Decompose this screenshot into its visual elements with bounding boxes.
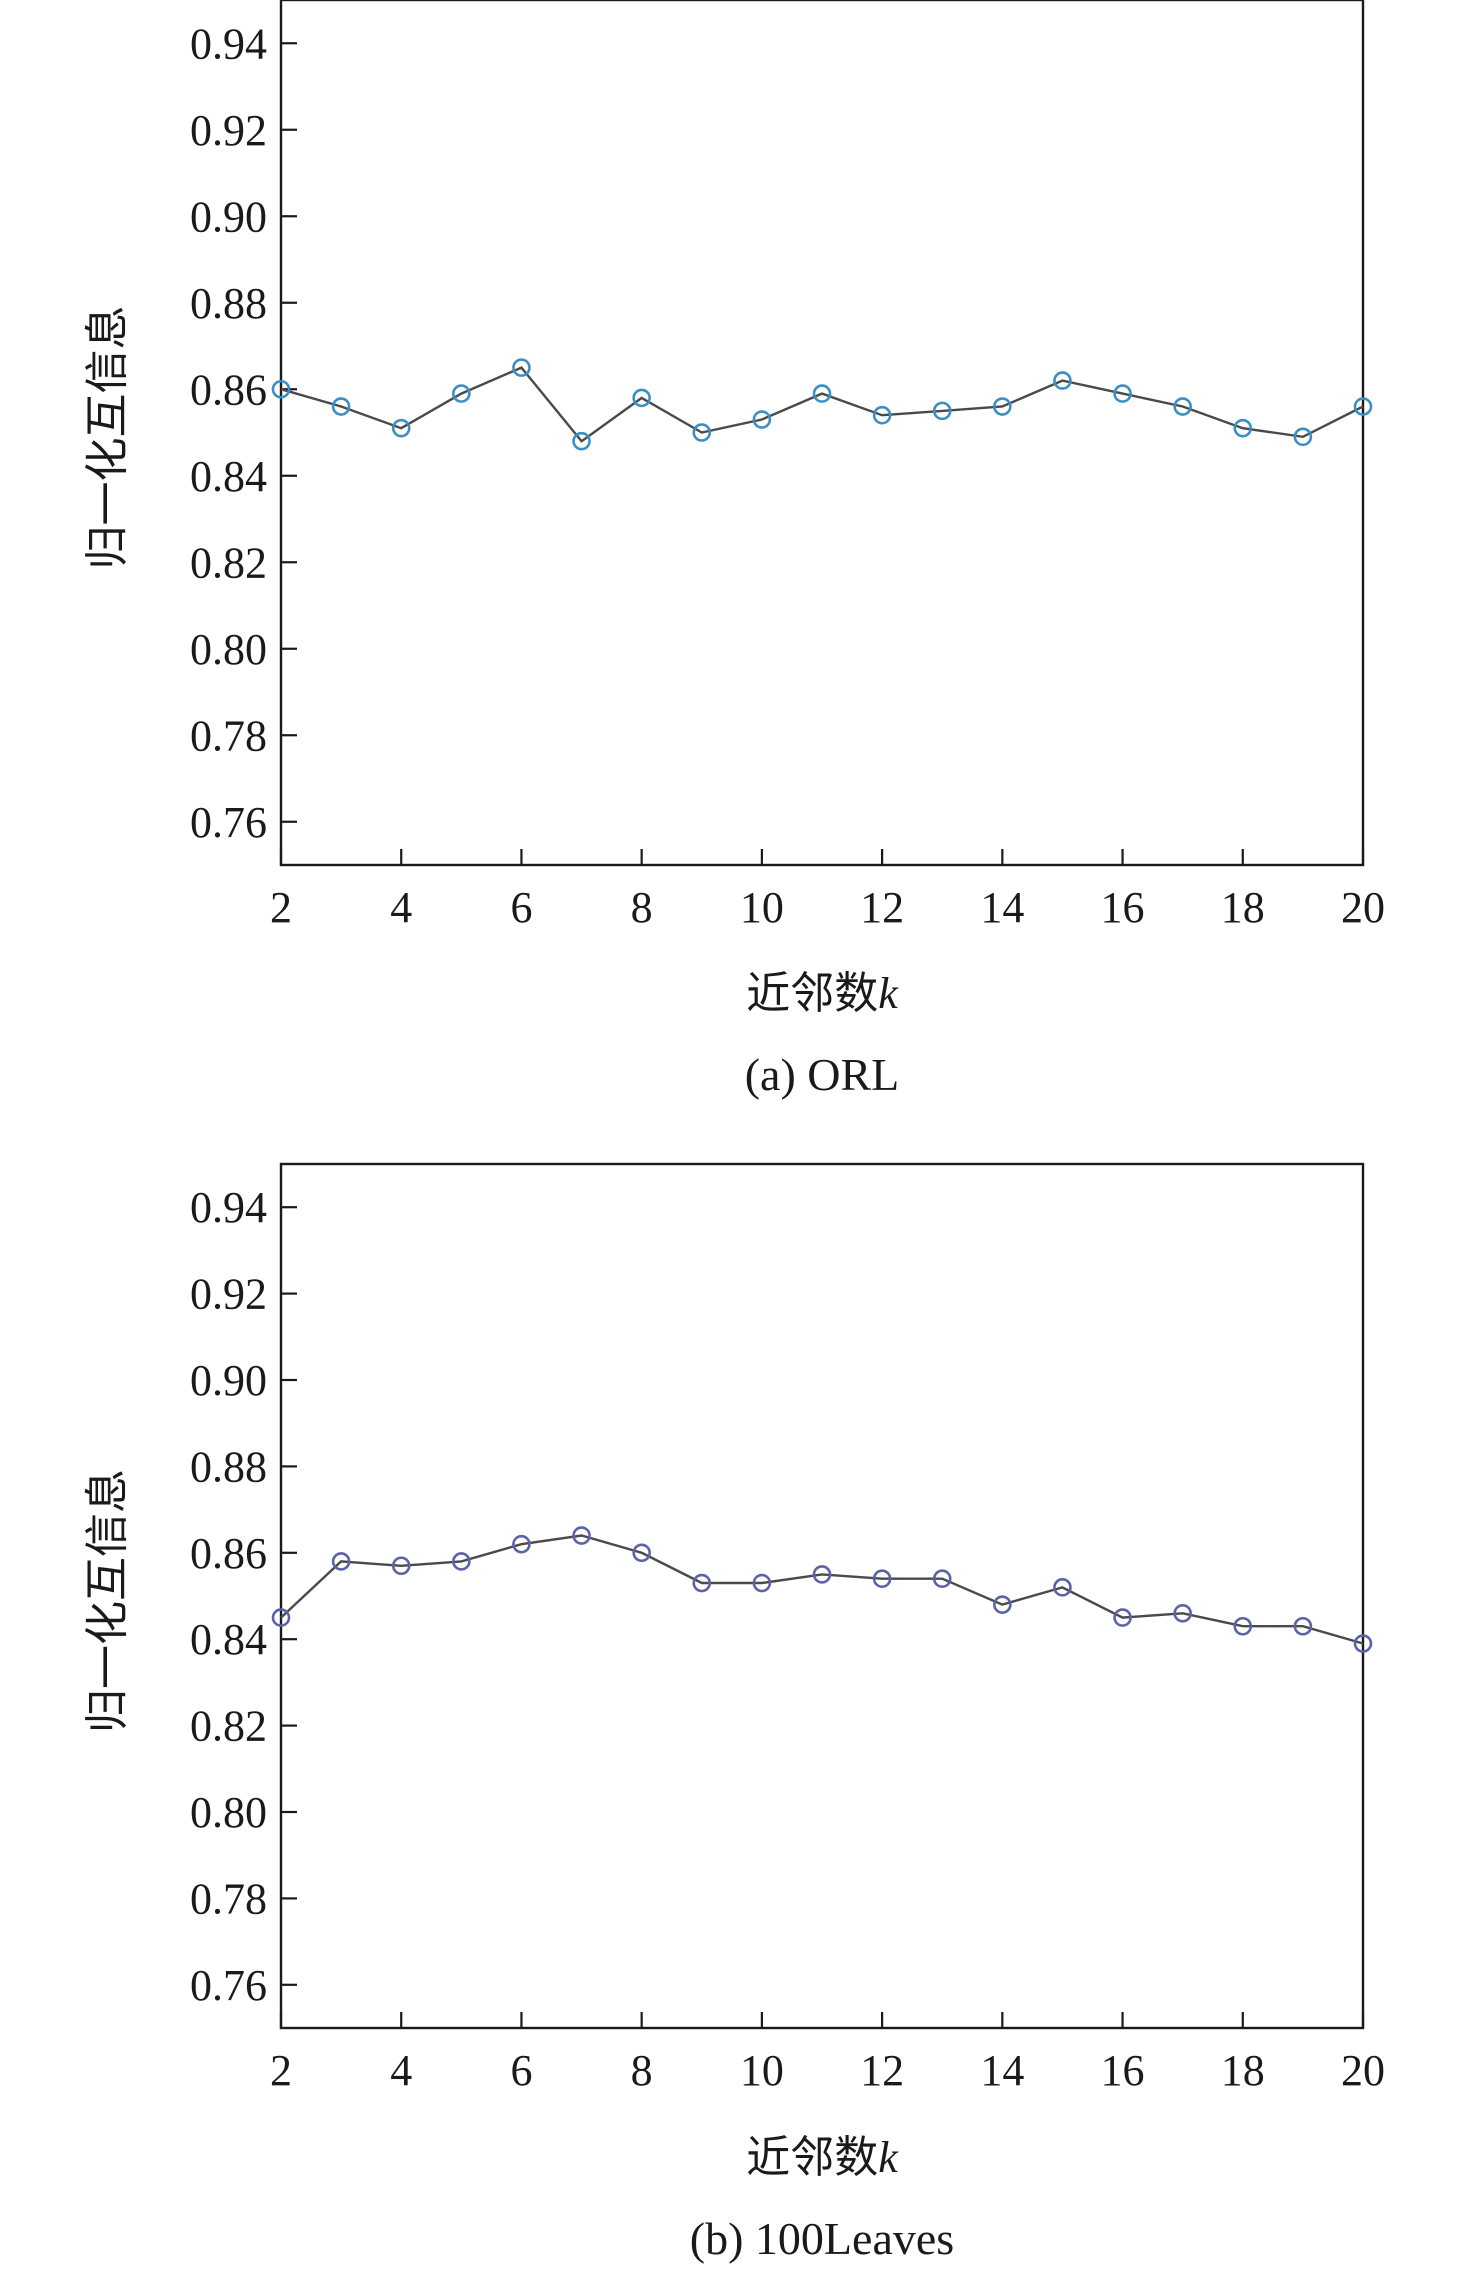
plot-frame bbox=[279, 1162, 1365, 2030]
x-tick-label: 6 bbox=[510, 2046, 532, 2095]
x-axis-title-variable: k bbox=[878, 2133, 899, 2182]
chart-100leaves: 0.76 0.78 0.80 0.82 0.84 0.86 0.88 0.90 0.92 0.94… bbox=[83, 1162, 1385, 2264]
data-point bbox=[752, 1573, 772, 1593]
y-tick-label: 0.94 bbox=[190, 19, 267, 68]
x-tick-label: 20 bbox=[1341, 2046, 1385, 2095]
data-point bbox=[872, 1569, 892, 1589]
y-tick-label: 0.94 bbox=[190, 1183, 267, 1232]
data-point bbox=[512, 358, 531, 377]
y-tick-label: 0.76 bbox=[190, 798, 267, 847]
y-tick-label: 0.92 bbox=[190, 106, 267, 155]
x-tick-label: 12 bbox=[860, 2046, 904, 2095]
chart-orl: 0.76 0.78 0.80 0.82 0.84 0.86 0.88 0.90 0.92 0.94… bbox=[83, 0, 1385, 1100]
x-tick-label: 8 bbox=[631, 2046, 653, 2095]
y-tick-label: 0.84 bbox=[190, 452, 267, 501]
data-point bbox=[572, 431, 591, 451]
x-tick-label: 20 bbox=[1341, 883, 1385, 932]
data-point bbox=[1293, 1616, 1313, 1636]
data-point bbox=[632, 1543, 651, 1563]
y-tick-label: 0.92 bbox=[190, 1270, 267, 1319]
y-tick-label: 0.86 bbox=[190, 1529, 267, 1578]
x-tick-label: 8 bbox=[631, 883, 653, 932]
x-tick-label: 16 bbox=[1101, 2046, 1145, 2095]
data-point bbox=[1113, 384, 1132, 403]
data-point bbox=[391, 418, 411, 438]
data-point bbox=[1053, 1578, 1072, 1597]
x-axis-title-text: 近邻数 bbox=[746, 969, 878, 1018]
x-tick-label: 18 bbox=[1221, 2046, 1265, 2095]
x-axis-title: 近邻数k bbox=[746, 2133, 899, 2182]
data-point bbox=[1173, 1603, 1192, 1623]
data-point bbox=[331, 397, 351, 416]
x-tick-label: 4 bbox=[390, 883, 412, 932]
data-point bbox=[932, 1569, 952, 1589]
y-axis-title: 归一化互信息 bbox=[83, 1469, 132, 1733]
x-tick-label: 18 bbox=[1221, 883, 1265, 932]
y-tick-label: 0.78 bbox=[190, 711, 267, 760]
y-tick-label: 0.90 bbox=[190, 1356, 267, 1405]
data-point bbox=[812, 384, 832, 403]
data-point bbox=[932, 401, 952, 421]
y-tick-label: 0.82 bbox=[190, 1702, 267, 1751]
data-point bbox=[752, 410, 772, 429]
y-tick-label: 0.90 bbox=[190, 192, 267, 241]
data-point bbox=[271, 379, 291, 399]
x-tick-label: 2 bbox=[270, 883, 292, 932]
data-point bbox=[1293, 427, 1313, 447]
data-point bbox=[872, 405, 892, 425]
y-tick-label: 0.80 bbox=[190, 625, 267, 674]
x-tick-label: 4 bbox=[390, 2046, 412, 2095]
chart-caption: (b) 100Leaves bbox=[690, 2213, 954, 2264]
data-point bbox=[1233, 1616, 1253, 1636]
data-point bbox=[1113, 1608, 1132, 1627]
data-point bbox=[993, 1595, 1012, 1614]
plot-frame bbox=[279, 0, 1365, 867]
y-axis-title: 归一化互信息 bbox=[83, 306, 132, 570]
data-point bbox=[692, 423, 712, 442]
data-point bbox=[271, 1608, 291, 1627]
series-line bbox=[280, 366, 1364, 443]
data-point bbox=[812, 1565, 832, 1584]
x-axis-title-text: 近邻数 bbox=[746, 2133, 878, 2182]
y-tick-label: 0.88 bbox=[190, 279, 267, 328]
data-point bbox=[993, 397, 1012, 416]
data-point bbox=[572, 1526, 591, 1545]
chart-caption: (a) ORL bbox=[745, 1049, 900, 1100]
data-point bbox=[692, 1573, 712, 1593]
data-point bbox=[452, 384, 471, 403]
data-point bbox=[1233, 418, 1253, 438]
x-tick-label: 14 bbox=[980, 2046, 1024, 2095]
y-tick-label: 0.80 bbox=[190, 1788, 267, 1837]
series-line bbox=[280, 1534, 1364, 1645]
y-tick-label: 0.78 bbox=[190, 1874, 267, 1923]
x-tick-label: 16 bbox=[1101, 883, 1145, 932]
x-axis-title-variable: k bbox=[878, 969, 899, 1018]
y-tick-label: 0.76 bbox=[190, 1961, 267, 2010]
data-point bbox=[391, 1556, 411, 1576]
x-tick-label: 12 bbox=[860, 883, 904, 932]
y-tick-label: 0.88 bbox=[190, 1442, 267, 1491]
y-tick-label: 0.84 bbox=[190, 1615, 267, 1664]
data-point bbox=[512, 1534, 531, 1554]
data-point bbox=[632, 388, 651, 408]
x-axis-title: 近邻数k bbox=[746, 969, 899, 1018]
x-tick-label: 10 bbox=[740, 2046, 784, 2095]
y-tick-label: 0.86 bbox=[190, 365, 267, 414]
x-tick-label: 6 bbox=[510, 883, 532, 932]
data-point bbox=[1353, 1634, 1373, 1653]
data-point bbox=[1053, 371, 1072, 390]
data-point bbox=[1173, 397, 1192, 416]
data-point bbox=[1353, 397, 1373, 416]
data-point bbox=[452, 1552, 471, 1571]
x-tick-label: 2 bbox=[270, 2046, 292, 2095]
x-tick-label: 14 bbox=[980, 883, 1024, 932]
data-point bbox=[331, 1552, 351, 1571]
x-tick-label: 10 bbox=[740, 883, 784, 932]
y-tick-label: 0.82 bbox=[190, 538, 267, 587]
